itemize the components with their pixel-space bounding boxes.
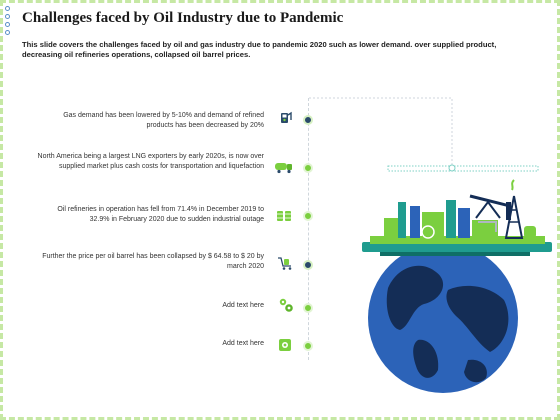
gears-icon	[279, 298, 293, 312]
item-text: Oil refineries in operation has fell fro…	[57, 206, 264, 223]
item-text: Further the price per oil barrel has bee…	[42, 253, 264, 270]
gear-box-icon	[279, 339, 291, 351]
timeline-node	[303, 211, 313, 221]
oil-barrels-icon	[277, 211, 291, 221]
list-item: Add text here	[36, 339, 264, 349]
oil-industry-globe-illustration	[309, 97, 552, 393]
page-subtitle: This slide covers the challenges faced b…	[22, 40, 497, 59]
menu-dots-icon	[5, 6, 10, 38]
tanker-truck-icon	[275, 163, 292, 174]
cart-barrel-icon	[278, 257, 292, 270]
timeline-node	[303, 115, 313, 125]
item-text: Add text here	[222, 340, 264, 347]
list-item: Gas demand has been lowered by 5-10% and…	[36, 111, 264, 131]
item-text: Gas demand has been lowered by 5-10% and…	[63, 112, 264, 129]
gas-pump-icon	[281, 111, 292, 123]
list-item: Oil refineries in operation has fell fro…	[36, 205, 264, 225]
timeline-node	[303, 341, 313, 351]
list-item: Add text here	[36, 301, 264, 311]
timeline-line	[308, 98, 309, 360]
item-text: Add text here	[222, 302, 264, 309]
timeline-node	[303, 163, 313, 173]
page-title: Challenges faced by Oil Industry due to …	[22, 10, 344, 26]
timeline-node	[303, 260, 313, 270]
item-text: North America being a largest LNG export…	[37, 153, 264, 170]
list-item: North America being a largest LNG export…	[36, 152, 264, 172]
list-item: Further the price per oil barrel has bee…	[36, 252, 264, 272]
timeline-node	[303, 303, 313, 313]
